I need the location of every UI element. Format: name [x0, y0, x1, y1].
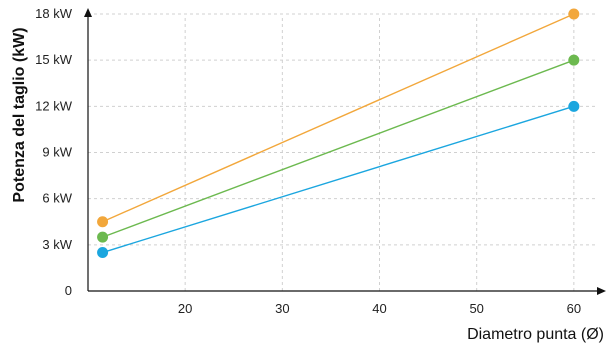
- y-axis-title: Potenza del taglio (kW): [11, 27, 28, 202]
- series-line: [102, 13, 575, 223]
- x-tick-label: 20: [178, 301, 192, 316]
- series-line: [102, 105, 575, 254]
- series-0: [97, 8, 580, 228]
- data-point: [97, 216, 109, 228]
- y-tick-label: 6 kW: [42, 191, 72, 206]
- series-2: [97, 100, 580, 259]
- x-tick-label: 50: [469, 301, 483, 316]
- y-tick-label: 15 kW: [35, 52, 73, 67]
- x-axis-title: Diametro punta (Ø): [467, 326, 604, 343]
- x-tick-label: 60: [567, 301, 581, 316]
- y-tick-labels: 0 3 kW 6 kW 9 kW 12 kW 15 kW 18 kW: [35, 6, 73, 298]
- data-point: [568, 100, 580, 112]
- x-tick-label: 40: [372, 301, 386, 316]
- series: [97, 8, 580, 259]
- data-point: [97, 231, 109, 243]
- series-line: [102, 59, 575, 238]
- y-tick-label: 12 kW: [35, 98, 73, 113]
- y-tick-label: 3 kW: [42, 237, 72, 252]
- grid: [88, 13, 595, 291]
- axes: [84, 8, 606, 295]
- x-tick-labels: 20 30 40 50 60: [178, 301, 581, 316]
- y-tick-label: 0: [65, 283, 72, 298]
- data-point: [97, 247, 109, 259]
- y-tick-label: 9 kW: [42, 145, 72, 160]
- series-1: [97, 54, 580, 243]
- data-point: [568, 54, 580, 66]
- x-axis-arrow-icon: [597, 287, 606, 295]
- y-axis-arrow-icon: [84, 8, 92, 17]
- data-point: [568, 8, 580, 20]
- x-tick-label: 30: [275, 301, 289, 316]
- y-tick-label: 18 kW: [35, 6, 73, 21]
